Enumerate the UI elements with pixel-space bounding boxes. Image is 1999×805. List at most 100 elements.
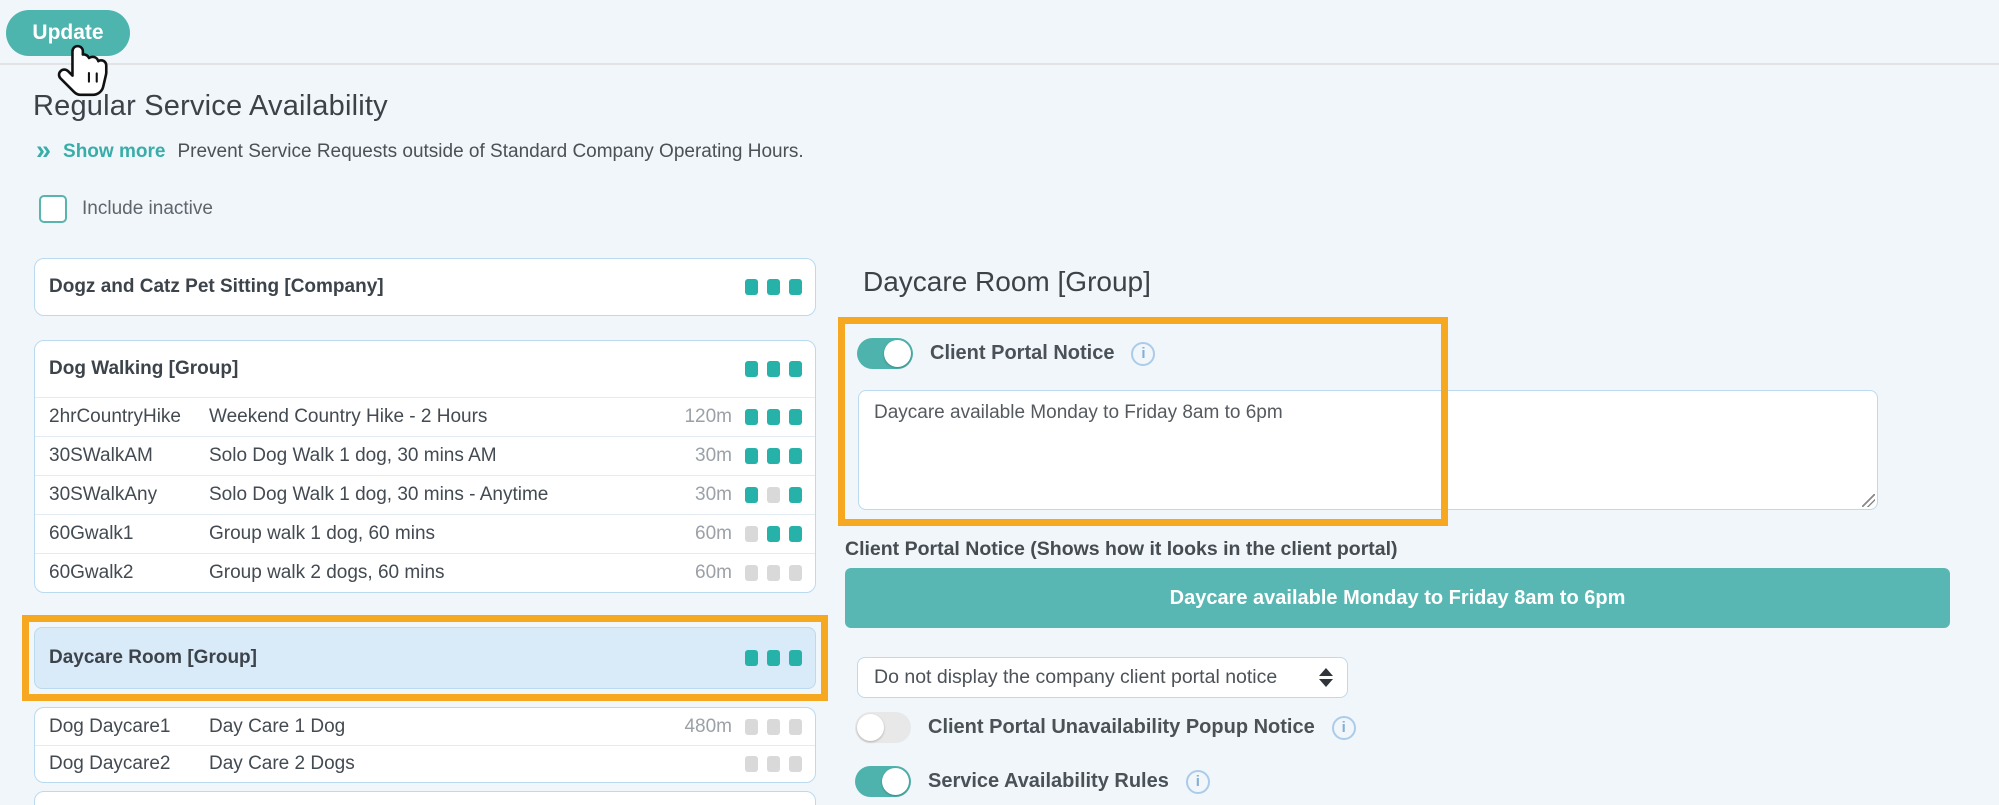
status-square-off xyxy=(745,565,758,581)
client-portal-notice-label: Client Portal Notice xyxy=(930,342,1115,364)
status-square-on xyxy=(745,650,758,666)
service-duration: 30m xyxy=(695,445,732,466)
unavailability-popup-row: Client Portal Unavailability Popup Notic… xyxy=(855,712,1356,743)
service-rows-card: Dog Daycare1 Day Care 1 Dog 480m Dog Daycar… xyxy=(34,707,816,783)
status-square-on xyxy=(767,526,780,542)
status-squares xyxy=(745,565,802,581)
client-portal-notice-toggle[interactable] xyxy=(857,338,913,369)
company-notice-select[interactable]: Do not display the company client portal… xyxy=(857,657,1348,698)
status-square-on xyxy=(789,448,802,464)
portal-preview-label: Client Portal Notice (Shows how it looks… xyxy=(845,538,1398,560)
status-squares xyxy=(745,718,802,735)
service-duration: 120m xyxy=(684,406,732,427)
info-icon[interactable] xyxy=(1331,715,1356,740)
service-code: 30SWalkAny xyxy=(49,484,158,505)
include-inactive-label: Include inactive xyxy=(82,198,213,219)
availability-rules-row: Service Availability Rules xyxy=(855,766,1210,797)
status-square-off xyxy=(767,718,780,735)
status-squares xyxy=(745,448,802,464)
status-square-off xyxy=(745,718,758,735)
group-header[interactable]: Daycare Room [Group] xyxy=(34,627,816,689)
group-header[interactable]: Boarding [Group] xyxy=(35,792,815,805)
service-code: 30SWalkAM xyxy=(49,445,153,466)
status-square-on xyxy=(767,448,780,464)
status-square-on xyxy=(789,361,802,377)
service-group-card: Dog Walking [Group] 2hrCountryHike Weekend… xyxy=(34,340,816,593)
double-chevron-icon: » xyxy=(36,135,52,165)
client-portal-notice-row: Client Portal Notice xyxy=(857,338,1156,369)
status-squares xyxy=(745,487,802,503)
unavailability-popup-label: Client Portal Unavailability Popup Notic… xyxy=(928,716,1315,738)
info-icon[interactable] xyxy=(1131,341,1156,366)
status-square-on xyxy=(745,361,758,377)
notice-textarea-wrap: Daycare available Monday to Friday 8am t… xyxy=(858,390,1878,510)
service-row[interactable]: 60Gwalk1 Group walk 1 dog, 60 mins 60m xyxy=(35,514,815,553)
status-square-on xyxy=(767,650,780,666)
status-square-off xyxy=(789,718,802,735)
service-duration: 60m xyxy=(695,562,732,583)
unavailability-popup-toggle[interactable] xyxy=(855,712,911,743)
service-row[interactable]: Dog Daycare2 Day Care 2 Dogs xyxy=(35,745,815,782)
toggle-knob xyxy=(882,768,909,795)
service-row[interactable]: 2hrCountryHike Weekend Country Hike - 2 H… xyxy=(35,397,815,436)
service-row[interactable]: 30SWalkAM Solo Dog Walk 1 dog, 30 mins AM… xyxy=(35,436,815,475)
status-square-off xyxy=(745,526,758,542)
status-square-on xyxy=(767,279,780,295)
selected-group-highlight-frame: Daycare Room [Group] xyxy=(22,615,828,701)
service-description: Solo Dog Walk 1 dog, 30 mins AM xyxy=(209,445,497,466)
service-duration: 30m xyxy=(695,484,732,505)
service-row[interactable]: 60Gwalk2 Group walk 2 dogs, 60 mins 60m xyxy=(35,553,815,592)
service-description: Group walk 2 dogs, 60 mins xyxy=(209,562,445,583)
status-square-on xyxy=(745,279,758,295)
status-square-off xyxy=(767,565,780,581)
status-square-on xyxy=(767,361,780,377)
availability-rules-toggle[interactable] xyxy=(855,766,911,797)
company-notice-select-value: Do not display the company client portal… xyxy=(874,666,1278,688)
service-code: 2hrCountryHike xyxy=(49,406,181,427)
toggle-knob xyxy=(857,714,884,741)
group-label: Daycare Room [Group] xyxy=(49,647,257,668)
status-square-on xyxy=(745,487,758,503)
show-more-link[interactable]: Show more xyxy=(63,141,166,162)
status-square-on xyxy=(789,650,802,666)
status-square-on xyxy=(745,409,758,425)
group-header[interactable]: Dog Walking [Group] xyxy=(35,341,815,397)
group-label: Dogz and Catz Pet Sitting [Company] xyxy=(49,276,384,297)
service-row[interactable]: 30SWalkAny Solo Dog Walk 1 dog, 30 mins -… xyxy=(35,475,815,514)
show-more-row: » Show more Prevent Service Requests out… xyxy=(36,135,804,165)
status-squares xyxy=(745,756,802,772)
availability-rules-label: Service Availability Rules xyxy=(928,770,1169,792)
status-square-on xyxy=(789,279,802,295)
status-square-off xyxy=(745,756,758,772)
status-square-on xyxy=(789,487,802,503)
service-row[interactable]: Dog Daycare1 Day Care 1 Dog 480m xyxy=(35,708,815,745)
status-squares xyxy=(745,526,802,542)
status-squares xyxy=(745,409,802,425)
client-portal-notice-textarea[interactable]: Daycare available Monday to Friday 8am t… xyxy=(858,390,1878,510)
unfold-arrows-icon xyxy=(1319,668,1333,687)
toggle-knob xyxy=(884,340,911,367)
status-square-off xyxy=(767,756,780,772)
show-more-description: Prevent Service Requests outside of Stan… xyxy=(177,141,804,162)
status-square-on xyxy=(767,409,780,425)
update-button[interactable]: Update xyxy=(6,10,130,56)
service-duration: 60m xyxy=(695,523,732,544)
include-inactive-row: Include inactive xyxy=(39,195,213,223)
top-divider xyxy=(0,63,1999,65)
service-description: Solo Dog Walk 1 dog, 30 mins - Anytime xyxy=(209,484,549,505)
status-squares xyxy=(745,361,802,377)
group-label: Dog Walking [Group] xyxy=(49,358,239,379)
status-square-on xyxy=(789,409,802,425)
hand-pointer-cursor-icon xyxy=(57,44,108,97)
service-description: Day Care 2 Dogs xyxy=(209,753,355,774)
service-description: Weekend Country Hike - 2 Hours xyxy=(209,406,488,427)
status-square-off xyxy=(789,756,802,772)
include-inactive-checkbox[interactable] xyxy=(39,195,67,223)
status-squares xyxy=(745,650,802,666)
group-header[interactable]: Dogz and Catz Pet Sitting [Company] xyxy=(35,259,815,315)
info-icon[interactable] xyxy=(1185,769,1210,794)
service-duration: 480m xyxy=(684,715,732,737)
status-square-on xyxy=(789,526,802,542)
service-group-card: Dogz and Catz Pet Sitting [Company] xyxy=(34,258,816,316)
